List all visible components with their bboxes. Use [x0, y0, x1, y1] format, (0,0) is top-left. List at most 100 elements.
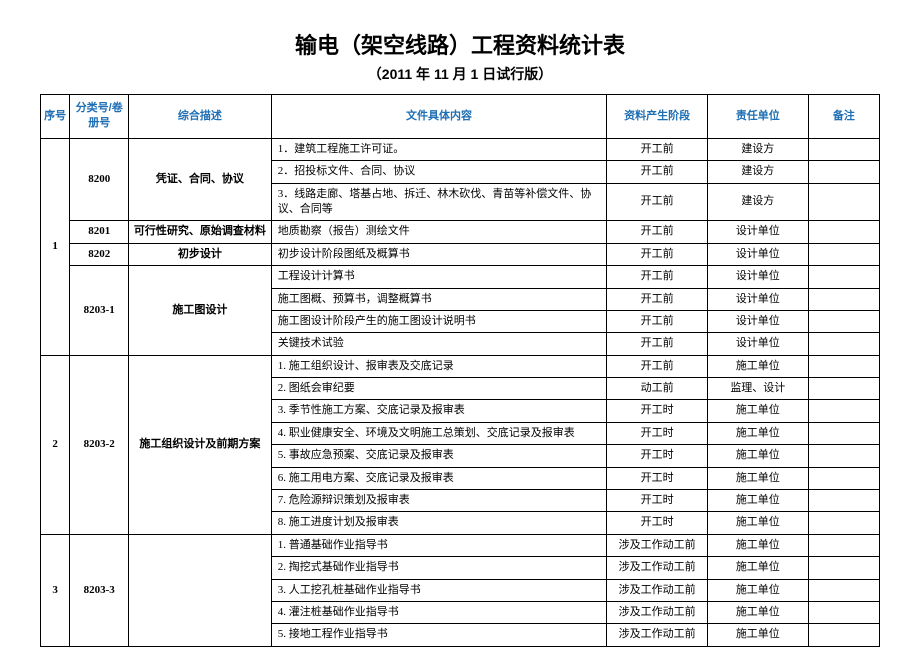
cell-file-content: 初步设计阶段图纸及概算书	[271, 243, 607, 265]
cell-file-content: 5. 接地工程作业指导书	[271, 624, 607, 646]
cell-file-content: 2. 图纸会审纪要	[271, 378, 607, 400]
cell-note	[808, 138, 879, 160]
cell-note	[808, 310, 879, 332]
cell-description: 施工图设计	[129, 266, 272, 356]
table-body: 18200凭证、合同、协议1．建筑工程施工许可证。开工前建设方2．招投标文件、合…	[41, 138, 880, 646]
cell-file-content: 4. 灌注桩基础作业指导书	[271, 601, 607, 623]
cell-unit: 施工单位	[707, 624, 808, 646]
cell-file-content: 地质勘察（报告）测绘文件	[271, 221, 607, 243]
cell-note	[808, 243, 879, 265]
cell-file-content: 3. 季节性施工方案、交底记录及报审表	[271, 400, 607, 422]
cell-unit: 监理、设计	[707, 378, 808, 400]
cell-stage: 开工时	[607, 445, 708, 467]
cell-stage: 开工时	[607, 400, 708, 422]
cell-stage: 开工时	[607, 467, 708, 489]
cell-seq: 3	[41, 534, 70, 646]
cell-file-content: 工程设计计算书	[271, 266, 607, 288]
cell-stage: 涉及工作动工前	[607, 557, 708, 579]
page-title: 输电（架空线路）工程资料统计表	[40, 28, 880, 60]
cell-note	[808, 221, 879, 243]
cell-file-content: 关键技术试验	[271, 333, 607, 355]
cell-note	[808, 183, 879, 221]
cell-stage: 开工时	[607, 490, 708, 512]
header-desc: 综合描述	[129, 95, 272, 139]
cell-note	[808, 422, 879, 444]
table-row: 18200凭证、合同、协议1．建筑工程施工许可证。开工前建设方	[41, 138, 880, 160]
cell-unit: 建设方	[707, 138, 808, 160]
cell-category: 8203-2	[70, 355, 129, 534]
header-seq: 序号	[41, 95, 70, 139]
cell-stage: 涉及工作动工前	[607, 579, 708, 601]
cell-description: 凭证、合同、协议	[129, 138, 272, 221]
cell-file-content: 6. 施工用电方案、交底记录及报审表	[271, 467, 607, 489]
cell-file-content: 1．建筑工程施工许可证。	[271, 138, 607, 160]
cell-file-content: 3. 人工挖孔桩基础作业指导书	[271, 579, 607, 601]
cell-note	[808, 534, 879, 556]
cell-note	[808, 601, 879, 623]
cell-file-content: 1. 施工组织设计、报审表及交底记录	[271, 355, 607, 377]
cell-category: 8202	[70, 243, 129, 265]
cell-unit: 设计单位	[707, 288, 808, 310]
cell-stage: 涉及工作动工前	[607, 624, 708, 646]
cell-unit: 施工单位	[707, 512, 808, 534]
cell-stage: 开工前	[607, 221, 708, 243]
cell-stage: 动工前	[607, 378, 708, 400]
cell-seq: 1	[41, 138, 70, 355]
cell-category: 8200	[70, 138, 129, 221]
cell-unit: 施工单位	[707, 422, 808, 444]
cell-category: 8203-1	[70, 266, 129, 356]
table-row: 38203-31. 普通基础作业指导书涉及工作动工前施工单位	[41, 534, 880, 556]
header-stage: 资料产生阶段	[607, 95, 708, 139]
cell-stage: 涉及工作动工前	[607, 601, 708, 623]
cell-note	[808, 378, 879, 400]
cell-stage: 开工前	[607, 333, 708, 355]
table-row: 8203-1施工图设计工程设计计算书开工前设计单位	[41, 266, 880, 288]
cell-unit: 设计单位	[707, 333, 808, 355]
cell-description: 施工组织设计及前期方案	[129, 355, 272, 534]
cell-note	[808, 288, 879, 310]
cell-category: 8203-3	[70, 534, 129, 646]
cell-unit: 施工单位	[707, 490, 808, 512]
cell-unit: 设计单位	[707, 266, 808, 288]
cell-unit: 设计单位	[707, 221, 808, 243]
table-row: 8202初步设计初步设计阶段图纸及概算书开工前设计单位	[41, 243, 880, 265]
cell-stage: 开工前	[607, 310, 708, 332]
cell-category: 8201	[70, 221, 129, 243]
table-header-row: 序号 分类号/卷册号 综合描述 文件具体内容 资料产生阶段 责任单位 备注	[41, 95, 880, 139]
cell-unit: 建设方	[707, 183, 808, 221]
cell-unit: 施工单位	[707, 355, 808, 377]
cell-file-content: 4. 职业健康安全、环境及文明施工总策划、交底记录及报审表	[271, 422, 607, 444]
cell-note	[808, 512, 879, 534]
cell-stage: 开工前	[607, 183, 708, 221]
statistics-table: 序号 分类号/卷册号 综合描述 文件具体内容 资料产生阶段 责任单位 备注 18…	[40, 94, 880, 647]
cell-stage: 开工时	[607, 422, 708, 444]
cell-note	[808, 161, 879, 183]
cell-note	[808, 579, 879, 601]
cell-note	[808, 624, 879, 646]
cell-file-content: 5. 事故应急预案、交底记录及报审表	[271, 445, 607, 467]
cell-note	[808, 333, 879, 355]
cell-note	[808, 400, 879, 422]
cell-note	[808, 355, 879, 377]
cell-file-content: 1. 普通基础作业指导书	[271, 534, 607, 556]
cell-stage: 开工前	[607, 243, 708, 265]
cell-note	[808, 445, 879, 467]
cell-description	[129, 534, 272, 646]
cell-note	[808, 467, 879, 489]
cell-note	[808, 490, 879, 512]
cell-stage: 开工前	[607, 266, 708, 288]
cell-seq: 2	[41, 355, 70, 534]
cell-unit: 施工单位	[707, 445, 808, 467]
table-row: 28203-2施工组织设计及前期方案1. 施工组织设计、报审表及交底记录开工前施…	[41, 355, 880, 377]
cell-stage: 开工前	[607, 288, 708, 310]
cell-unit: 施工单位	[707, 601, 808, 623]
page-subtitle: （2011 年 11 月 1 日试行版）	[40, 64, 880, 84]
cell-note	[808, 557, 879, 579]
cell-file-content: 2. 掏挖式基础作业指导书	[271, 557, 607, 579]
cell-stage: 涉及工作动工前	[607, 534, 708, 556]
header-file: 文件具体内容	[271, 95, 607, 139]
cell-unit: 施工单位	[707, 534, 808, 556]
cell-file-content: 2．招投标文件、合同、协议	[271, 161, 607, 183]
cell-stage: 开工前	[607, 355, 708, 377]
cell-file-content: 施工图设计阶段产生的施工图设计说明书	[271, 310, 607, 332]
